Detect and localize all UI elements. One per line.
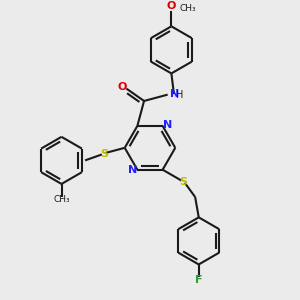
Text: N: N	[170, 89, 179, 99]
Text: CH₃: CH₃	[179, 4, 196, 13]
Text: N: N	[163, 120, 172, 130]
Text: S: S	[180, 177, 188, 187]
Text: O: O	[117, 82, 127, 92]
Text: S: S	[100, 148, 108, 159]
Text: F: F	[195, 275, 202, 285]
Text: H: H	[176, 90, 184, 100]
Text: O: O	[167, 2, 176, 11]
Text: CH₃: CH₃	[53, 195, 70, 204]
Text: N: N	[128, 165, 137, 175]
